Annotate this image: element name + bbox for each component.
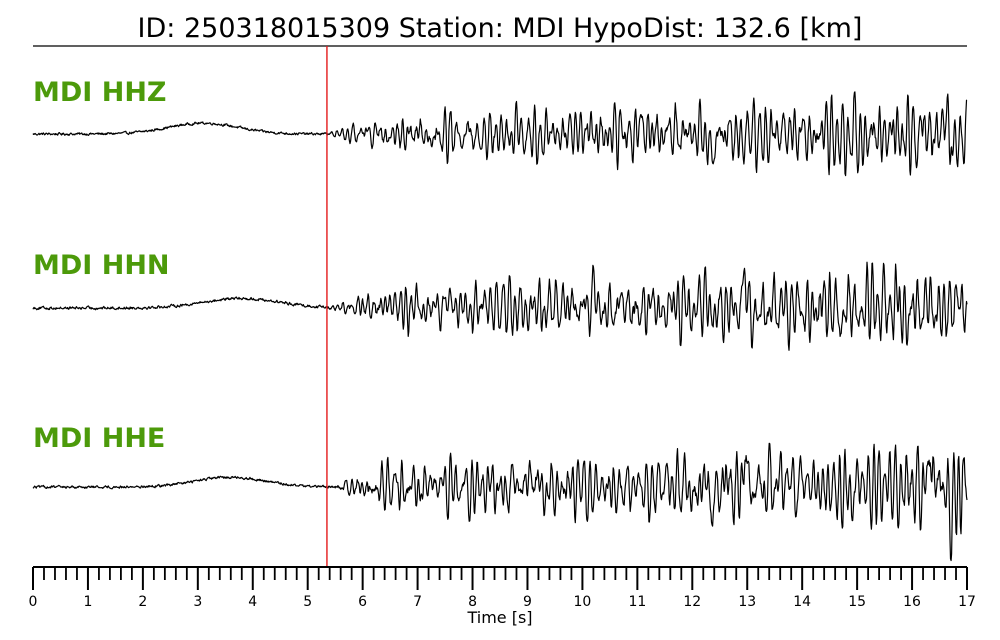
channel-label-0: MDI HHZ — [33, 77, 167, 108]
channel-label-1: MDI HHN — [33, 250, 170, 281]
x-axis-label: Time [s] — [466, 608, 532, 627]
tick-label-6: 6 — [358, 594, 367, 610]
tick-label-12: 12 — [683, 594, 701, 610]
tick-label-1: 1 — [83, 594, 92, 610]
tick-label-0: 0 — [29, 594, 38, 610]
time-axis: 0 1 2 3 4 5 6 7 8 9 10 11 12 13 14 15 16 17 — [29, 566, 976, 610]
tick-label-8: 8 — [468, 594, 477, 610]
chart-title: ID: 250318015309 Station: MDI HypoDist: … — [138, 13, 863, 44]
traces-group: MDI HHZ MDI HHN MDI HHE — [32, 77, 968, 562]
tick-label-4: 4 — [248, 594, 257, 610]
tick-label-2: 2 — [138, 594, 147, 610]
tick-label-7: 7 — [413, 594, 422, 610]
trace-line-2 — [32, 442, 968, 562]
tick-label-9: 9 — [523, 594, 532, 610]
tick-label-13: 13 — [738, 594, 756, 610]
tick-label-14: 14 — [793, 594, 811, 610]
tick-label-17: 17 — [958, 594, 976, 610]
trace-line-1 — [32, 261, 968, 351]
tick-label-10: 10 — [573, 594, 591, 610]
tick-label-11: 11 — [628, 594, 646, 610]
tick-label-3: 3 — [193, 594, 202, 610]
tick-label-16: 16 — [903, 594, 921, 610]
tick-label-15: 15 — [848, 594, 866, 610]
tick-label-5: 5 — [303, 594, 312, 610]
trace-line-0 — [32, 91, 968, 177]
channel-label-2: MDI HHE — [33, 423, 165, 454]
